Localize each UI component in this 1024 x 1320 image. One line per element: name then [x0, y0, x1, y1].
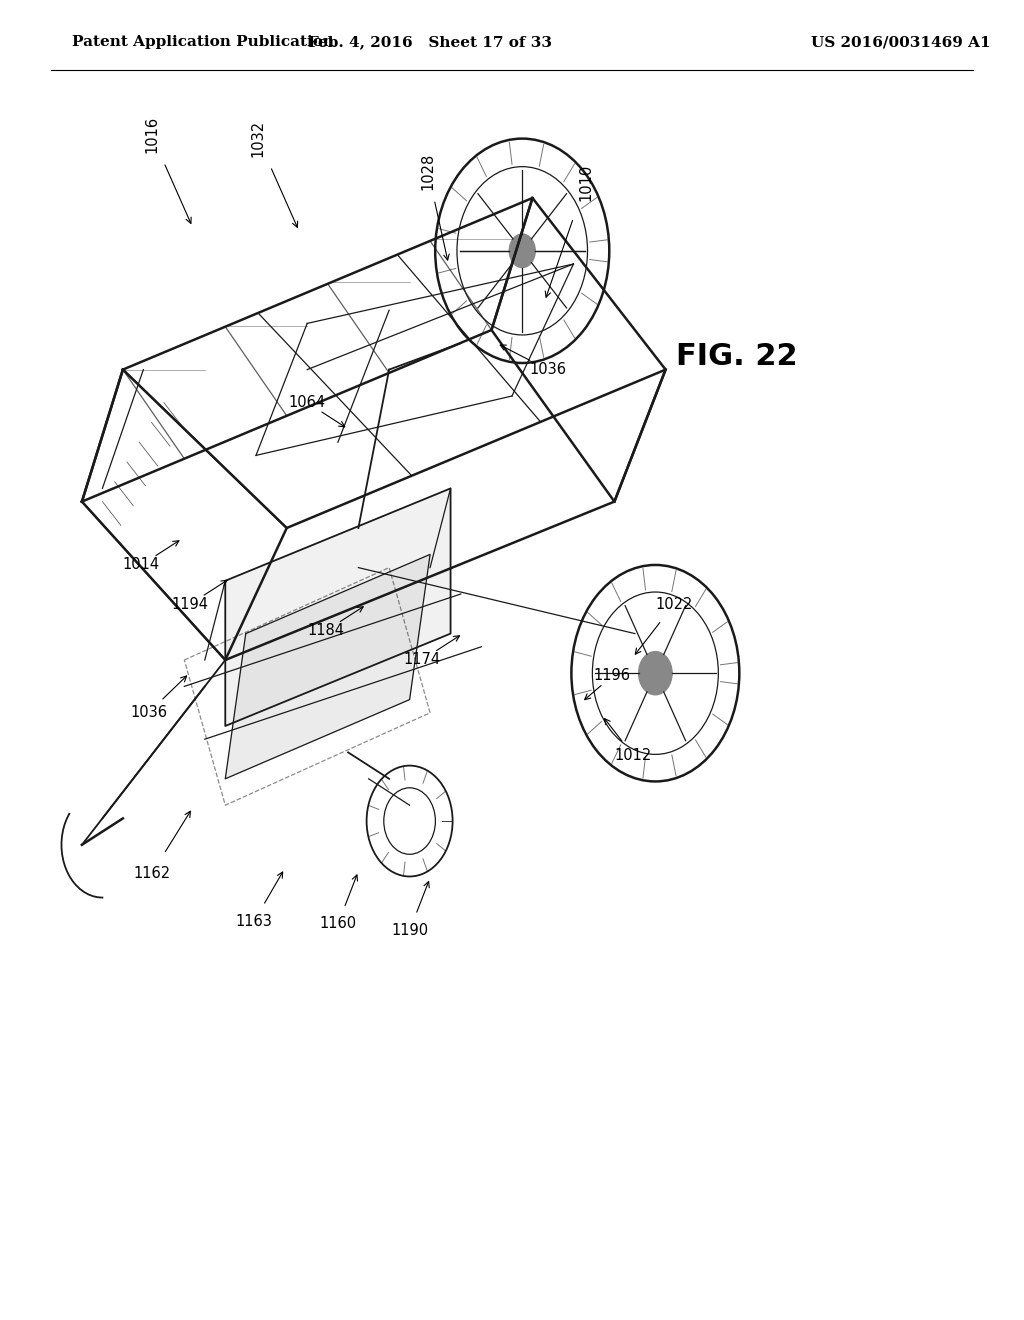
Text: 1194: 1194 [171, 597, 208, 612]
Text: 1036: 1036 [130, 705, 167, 721]
Polygon shape [225, 554, 430, 779]
Text: 1036: 1036 [529, 362, 566, 378]
Text: Feb. 4, 2016   Sheet 17 of 33: Feb. 4, 2016 Sheet 17 of 33 [308, 36, 552, 49]
Text: 1160: 1160 [319, 916, 356, 932]
Circle shape [509, 234, 536, 268]
Text: 1162: 1162 [133, 866, 170, 882]
Text: 1184: 1184 [307, 623, 344, 639]
Text: FIG. 22: FIG. 22 [677, 342, 798, 371]
Text: 1010: 1010 [579, 164, 593, 201]
Text: US 2016/0031469 A1: US 2016/0031469 A1 [811, 36, 991, 49]
Text: 1190: 1190 [391, 923, 428, 939]
Text: 1012: 1012 [614, 747, 651, 763]
Text: 1032: 1032 [251, 120, 265, 157]
Text: 1028: 1028 [421, 153, 435, 190]
Text: 1174: 1174 [403, 652, 440, 668]
Text: 1196: 1196 [594, 668, 631, 684]
Polygon shape [225, 488, 451, 726]
Text: 1163: 1163 [236, 913, 272, 929]
Text: 1022: 1022 [655, 597, 692, 612]
Circle shape [639, 652, 672, 694]
Text: 1016: 1016 [144, 116, 159, 153]
Text: 1014: 1014 [123, 557, 160, 573]
Text: 1064: 1064 [289, 395, 326, 411]
Text: Patent Application Publication: Patent Application Publication [72, 36, 334, 49]
